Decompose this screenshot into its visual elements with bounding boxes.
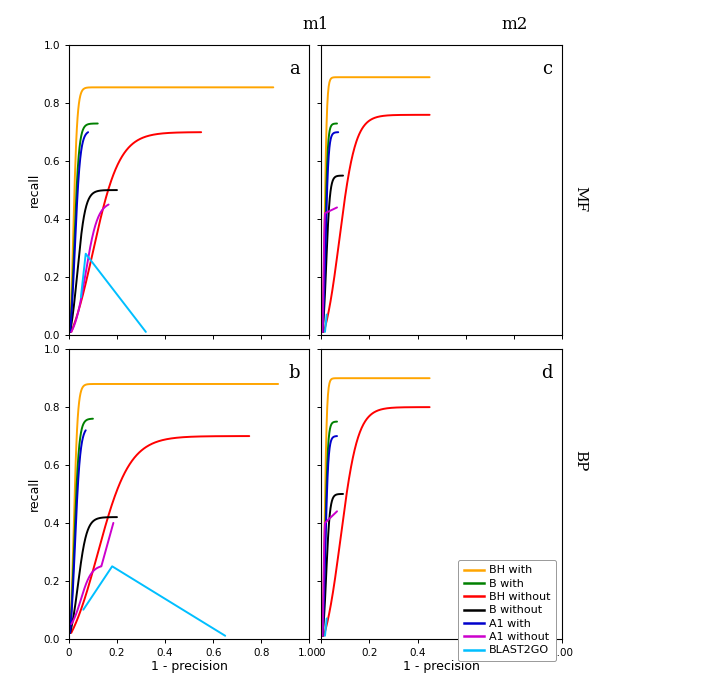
- Y-axis label: recall: recall: [28, 477, 41, 511]
- X-axis label: 1 - precision: 1 - precision: [151, 660, 228, 674]
- Text: BP: BP: [573, 450, 587, 471]
- Y-axis label: recall: recall: [28, 173, 41, 207]
- X-axis label: 1 - precision: 1 - precision: [403, 660, 480, 674]
- Text: d: d: [541, 364, 552, 382]
- Text: c: c: [542, 60, 552, 78]
- Text: b: b: [289, 364, 299, 382]
- Text: a: a: [289, 60, 299, 78]
- Text: m2: m2: [502, 16, 528, 33]
- Text: m1: m1: [302, 16, 328, 33]
- Text: MF: MF: [573, 186, 587, 212]
- Legend: BH with, B with, BH without, B without, A1 with, A1 without, BLAST2GO: BH with, B with, BH without, B without, …: [458, 560, 556, 661]
